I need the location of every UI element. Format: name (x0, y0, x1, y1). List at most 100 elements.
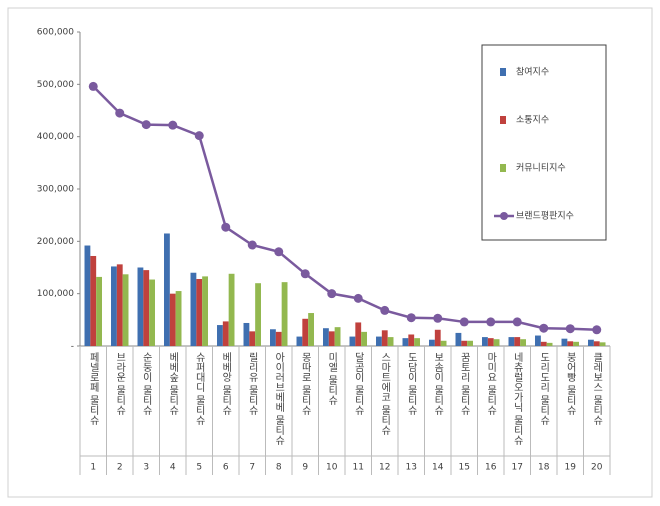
legend-label: 소통지수 (516, 115, 549, 126)
legend-swatch (500, 68, 506, 76)
bar (408, 334, 415, 346)
category-label: 미엘 물티슈 (326, 352, 338, 406)
rank-label: 8 (276, 463, 282, 473)
rank-label: 11 (353, 463, 364, 473)
rank-label: 13 (406, 463, 417, 473)
line-marker (380, 305, 390, 315)
line-marker (327, 289, 337, 299)
bar (228, 273, 235, 346)
bar (540, 341, 547, 346)
bar (328, 331, 335, 346)
rank-label: 9 (302, 463, 308, 473)
bar (414, 338, 420, 346)
bar (169, 293, 176, 346)
line-marker (512, 317, 522, 327)
category-label: 클레보스 물티슈 (591, 352, 603, 426)
category-label: 달곰이 물티슈 (352, 352, 364, 416)
rank-label: 12 (379, 463, 390, 473)
line-marker (486, 317, 496, 327)
bar (281, 282, 288, 346)
bar (387, 337, 394, 346)
line-marker (459, 317, 469, 327)
rank-label: 16 (485, 463, 497, 473)
bar (84, 245, 91, 346)
category-label: 붕어빵 물티슈 (564, 352, 576, 416)
bar (302, 318, 309, 346)
category-label: 꿈토리 물티슈 (458, 352, 470, 416)
legend-label: 브랜드평판지수 (516, 211, 574, 222)
y-tick-label: 600,000 (37, 28, 74, 38)
y-tick-label: 400,000 (37, 132, 74, 142)
bar (164, 233, 170, 346)
line-marker (115, 108, 125, 118)
legend-box (481, 44, 607, 241)
rank-label: 5 (196, 463, 202, 473)
y-tick-label: 300,000 (37, 185, 74, 195)
rank-label: 17 (512, 463, 523, 473)
bar (567, 341, 574, 346)
bar (349, 336, 356, 346)
bar (296, 336, 303, 346)
line-marker (353, 293, 363, 303)
bar (434, 329, 441, 346)
line-marker (565, 324, 575, 334)
bar (243, 322, 250, 346)
line-marker (539, 323, 549, 333)
bar (588, 339, 594, 346)
line-marker (300, 269, 310, 279)
bar (143, 270, 150, 346)
bar (467, 340, 473, 346)
rank-label: 4 (170, 463, 176, 473)
bar (222, 321, 229, 346)
legend-swatch (500, 116, 506, 124)
legend-swatch (500, 164, 506, 172)
bar (520, 339, 526, 346)
y-tick-label: 100,000 (37, 289, 74, 299)
rank-label: 15 (459, 463, 470, 473)
line-marker (88, 81, 98, 91)
bar (202, 276, 208, 346)
category-label: 마미요 물티슈 (485, 352, 497, 416)
bar (323, 328, 329, 346)
category-label: 몽따로 물티슈 (299, 352, 311, 416)
category-label: 브라운 물티슈 (114, 352, 126, 416)
category-label: 아이러브베베 물티슈 (273, 352, 285, 446)
category-label: 네츄럴오가닉 물티슈 (511, 352, 523, 446)
category-label: 도리도리 물티슈 (538, 352, 550, 426)
line-marker (274, 247, 284, 257)
category-label: 슈퍼대디 물티슈 (193, 352, 205, 426)
bar (599, 342, 606, 346)
bar (355, 322, 362, 346)
bar (455, 332, 462, 346)
bar (546, 342, 553, 346)
bar (334, 327, 341, 346)
line-marker (433, 313, 443, 323)
bar (111, 266, 117, 346)
category-label: 베베숲 물티슈 (167, 352, 179, 416)
bar (270, 329, 276, 346)
category-label: 순둥이 물티슈 (140, 352, 152, 416)
bar (217, 325, 223, 346)
rank-label: 7 (249, 463, 255, 473)
bar (116, 264, 123, 346)
rank-label: 1 (90, 463, 96, 473)
category-label: 베베앙 물티슈 (220, 352, 232, 416)
rank-label: 14 (432, 463, 444, 473)
bar (90, 255, 97, 346)
rank-label: 6 (223, 463, 229, 473)
line-marker (168, 120, 178, 130)
category-label: 보솜이 물티슈 (432, 352, 444, 416)
category-label: 페넬로페 물티슈 (87, 352, 99, 426)
category-label: 스마트에코 물티슈 (379, 352, 391, 436)
bar (96, 276, 102, 346)
bar (508, 337, 515, 346)
bar (249, 331, 256, 346)
rank-label: 2 (117, 463, 123, 473)
bar (308, 313, 314, 346)
bar (593, 341, 600, 346)
y-tick-label: - (71, 342, 74, 352)
line-marker (247, 240, 257, 250)
rank-label: 10 (326, 463, 338, 473)
line-marker (141, 120, 151, 130)
